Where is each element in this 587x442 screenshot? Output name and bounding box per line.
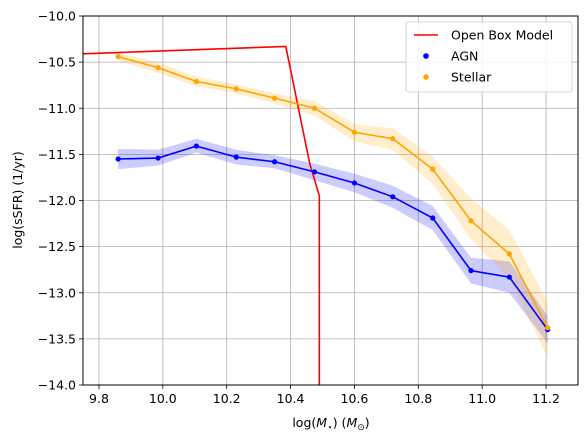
point-agn (233, 154, 239, 160)
point-agn (351, 180, 358, 186)
band-agn (118, 138, 548, 344)
point-stellar (115, 53, 121, 60)
point-stellar (311, 105, 318, 111)
x-tick-label: 11.0 (468, 391, 496, 406)
line-open-box-model (83, 45, 321, 385)
legend: Open Box Model AGN Stellar (405, 21, 573, 93)
x-axis-label: log(M⋆) (M⊙) (292, 415, 369, 433)
y-axis-label: log(sSFR) (1/yr) (10, 151, 25, 249)
point-stellar (351, 129, 358, 135)
point-agn (311, 169, 318, 175)
series-points (115, 53, 551, 333)
point-agn (506, 274, 512, 280)
y-tick-label: −12.0 (38, 193, 76, 208)
x-tick-label: 10.2 (213, 391, 241, 406)
band-stellar (118, 52, 548, 358)
series-lines (83, 45, 549, 385)
line-stellar (117, 55, 549, 329)
x-tick-label: 9.8 (89, 391, 109, 406)
point-agn (468, 268, 474, 274)
x-tick-label: 10.4 (277, 391, 305, 406)
x-tick-label: 11.2 (532, 391, 560, 406)
point-agn (430, 215, 436, 221)
y-tick-label: −13.0 (38, 285, 76, 300)
y-tick-label: −10.5 (38, 55, 76, 70)
y-tick-label: −11.5 (38, 147, 76, 162)
point-stellar (506, 251, 512, 257)
point-stellar (468, 218, 474, 224)
x-tick-label: 10.8 (404, 391, 432, 406)
line-agn (118, 145, 549, 331)
point-stellar (390, 136, 396, 142)
legend-swatch-point (423, 74, 429, 80)
point-stellar (272, 95, 278, 101)
point-agn (155, 155, 161, 161)
y-axis-ticks: −14.0 −13.5 −13.0 −12.5 −12.0 −11.5 −11.0 −10.5… (38, 9, 83, 393)
y-tick-label: −14.0 (38, 378, 76, 393)
point-stellar (193, 78, 199, 85)
point-stellar (233, 86, 239, 92)
point-stellar (155, 65, 161, 71)
point-stellar (545, 325, 551, 331)
x-tick-label: 10.6 (341, 391, 369, 406)
legend-swatch-point (423, 53, 429, 59)
point-agn (115, 156, 121, 162)
y-tick-label: −13.5 (38, 331, 76, 346)
point-agn (193, 143, 199, 149)
y-tick-label: −12.5 (38, 239, 76, 254)
point-stellar (430, 166, 436, 172)
legend-box (405, 21, 573, 93)
legend-label: AGN (451, 49, 478, 64)
x-tick-label: 10.0 (149, 391, 177, 406)
legend-label: Open Box Model (451, 28, 553, 43)
y-tick-label: −10.0 (38, 9, 76, 24)
point-agn (272, 159, 278, 165)
x-axis-ticks: 9.8 10.0 10.2 10.4 10.6 10.8 11.0 11.2 (89, 385, 560, 406)
legend-label: Stellar (451, 70, 492, 85)
point-agn (390, 194, 396, 200)
y-tick-label: −11.0 (38, 101, 76, 116)
confidence-bands (118, 52, 548, 358)
